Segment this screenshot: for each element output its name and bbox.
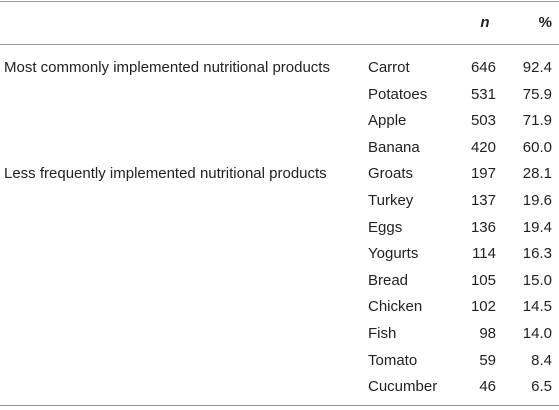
product-percent: 92.4: [522, 59, 552, 76]
product-count: 46: [479, 378, 496, 395]
product-count: 503: [470, 112, 496, 129]
product-percent: 71.9: [522, 112, 552, 129]
product-percent: 60.0: [522, 139, 552, 156]
product-count: 114: [472, 245, 496, 262]
product-name: Tomato: [368, 352, 418, 369]
product-name: Fish: [368, 325, 397, 342]
product-name: Banana: [368, 139, 420, 156]
product-name: Apple: [368, 112, 407, 129]
group-label: Most commonly implemented nutritional pr…: [4, 59, 330, 76]
product-name: Cucumber: [368, 378, 438, 395]
product-percent: 28.1: [522, 165, 552, 182]
product-name: Carrot: [368, 59, 410, 76]
product-percent: 6.5: [531, 378, 552, 395]
product-percent: 75.9: [522, 86, 552, 103]
product-name: Chicken: [368, 298, 423, 315]
product-percent: 15.0: [522, 272, 552, 289]
table-bottom-rule: [0, 405, 559, 406]
product-count: 531: [470, 86, 496, 103]
product-count: 646: [470, 59, 496, 76]
product-count: 105: [470, 272, 496, 289]
product-count: 59: [479, 352, 496, 369]
product-count: 98: [479, 325, 496, 342]
product-percent: 19.6: [522, 192, 552, 209]
product-name: Potatoes: [368, 86, 428, 103]
product-percent: 16.3: [522, 245, 552, 262]
product-name: Groats: [368, 165, 414, 182]
product-count: 136: [470, 219, 496, 236]
product-percent: 14.0: [522, 325, 552, 342]
product-name: Yogurts: [368, 245, 419, 262]
group-label: Less frequently implemented nutritional …: [4, 165, 327, 182]
table-top-rule: [0, 1, 559, 2]
product-name: Turkey: [368, 192, 414, 209]
product-percent: 8.4: [531, 352, 552, 369]
product-count: 197: [470, 165, 496, 182]
header-n: n: [480, 14, 490, 31]
product-name: Eggs: [368, 219, 403, 236]
product-name: Bread: [368, 272, 409, 289]
product-count: 102: [470, 298, 496, 315]
header-percent: %: [538, 14, 552, 31]
product-count: 420: [470, 139, 496, 156]
table-header-rule: [0, 44, 559, 45]
product-percent: 14.5: [522, 298, 552, 315]
product-percent: 19.4: [522, 219, 552, 236]
product-count: 137: [470, 192, 496, 209]
